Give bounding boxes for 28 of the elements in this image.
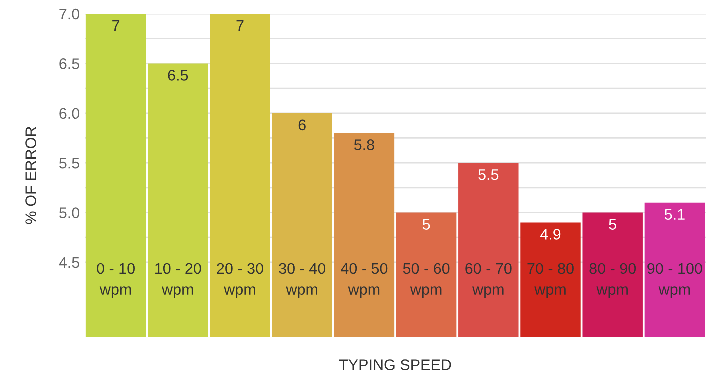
y-tick-label: 5.0: [60, 208, 80, 218]
y-axis-title: % OF ERROR: [26, 126, 36, 224]
data-label: 5: [609, 219, 616, 230]
x-tick-label: 0 - 10 wpm: [97, 263, 135, 298]
data-label: 6.5: [168, 70, 188, 81]
y-tick-label: 6.0: [60, 108, 80, 120]
x-tick-label: 20 - 30 wpm: [217, 263, 264, 298]
y-tick-label: 5.5: [60, 158, 80, 169]
x-tick-label: 40 - 50 wpm: [341, 263, 388, 298]
x-axis-title: TYPING SPEED: [339, 360, 452, 370]
x-tick-label: 60 - 70 wpm: [466, 263, 512, 298]
x-tick-label: 30 - 40 wpm: [279, 263, 326, 298]
y-tick-label: 6.5: [60, 58, 80, 70]
data-label: 5.1: [664, 209, 685, 220]
data-label: 7: [236, 20, 244, 32]
y-tick-label: 7.0: [60, 8, 80, 20]
data-label: 7: [112, 20, 120, 32]
x-tick-label: 10 - 20 wpm: [156, 263, 202, 298]
x-tick-label: 50 - 60 wpm: [403, 263, 450, 298]
x-tick-label: 80 - 90 wpm: [590, 263, 636, 298]
data-label: 5.5: [478, 170, 499, 180]
y-tick-label: 4.5: [59, 257, 80, 268]
x-tick-label: 90 - 100 wpm: [648, 263, 702, 298]
data-label: 5.8: [354, 140, 374, 150]
data-label: 6: [298, 120, 306, 131]
data-label: 5: [422, 219, 430, 230]
data-label: 4.9: [540, 229, 561, 240]
x-tick-label: 70 - 80 wpm: [528, 263, 574, 298]
